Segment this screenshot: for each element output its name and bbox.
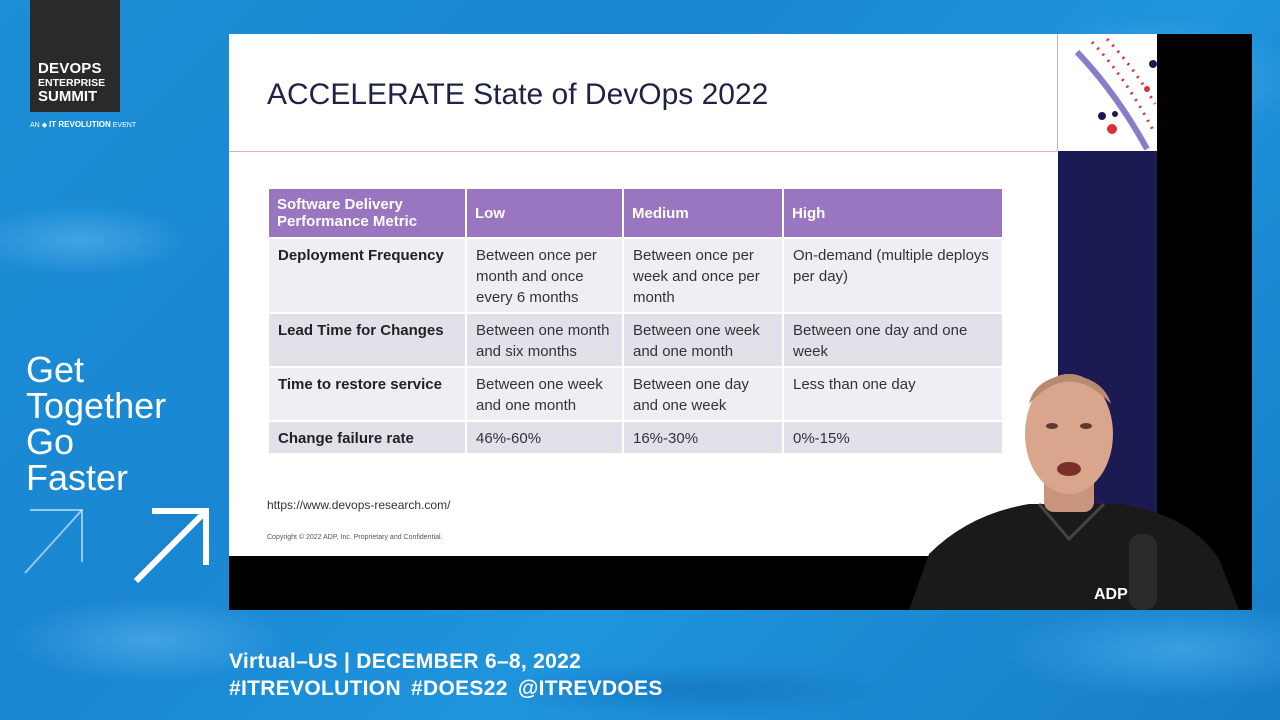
devops-summit-logo: DEVOPS ENTERPRISE SUMMIT — [30, 0, 120, 112]
presentation-slide: ACCELERATE State of DevOps 2022 Software… — [229, 34, 1157, 556]
it-revolution-tag: AN ◆ IT REVOLUTION EVENT — [30, 120, 137, 129]
title-divider — [229, 151, 1057, 152]
side-divider — [1057, 34, 1058, 151]
shirt-logo: ADP — [1094, 586, 1128, 603]
decorative-pattern — [1057, 34, 1157, 151]
video-frame: ACCELERATE State of DevOps 2022 Software… — [229, 34, 1252, 610]
table-row: Deployment Frequency Between once per mo… — [269, 239, 1002, 312]
header-medium: Medium — [624, 189, 782, 237]
outline-arrow-icon — [24, 509, 83, 574]
speaker-video: ADP — [909, 374, 1239, 610]
table-row: Lead Time for Changes Between one month … — [269, 314, 1002, 366]
header-metric: Software Delivery Performance Metric — [269, 189, 465, 237]
tagline: Get Together Go Faster — [26, 349, 167, 498]
header-low: Low — [467, 189, 622, 237]
table-header-row: Software Delivery Performance Metric Low… — [269, 189, 1002, 237]
copyright-notice: Copyright © 2022 ADP, Inc. Proprietary a… — [267, 534, 443, 541]
arrow-up-right-icon — [133, 508, 209, 584]
table-row: Change failure rate 46%-60% 16%-30% 0%-1… — [269, 422, 1002, 453]
table-row: Time to restore service Between one week… — [269, 368, 1002, 420]
source-url: https://www.devops-research.com/ — [267, 498, 451, 512]
devops-metrics-table: Software Delivery Performance Metric Low… — [267, 187, 1004, 455]
it-revolution-icon: ◆ — [41, 122, 48, 129]
event-footer: Virtual–US | DECEMBER 6–8, 2022 #ITREVOL… — [229, 650, 663, 700]
header-high: High — [784, 189, 1002, 237]
slide-title: ACCELERATE State of DevOps 2022 — [267, 78, 769, 111]
